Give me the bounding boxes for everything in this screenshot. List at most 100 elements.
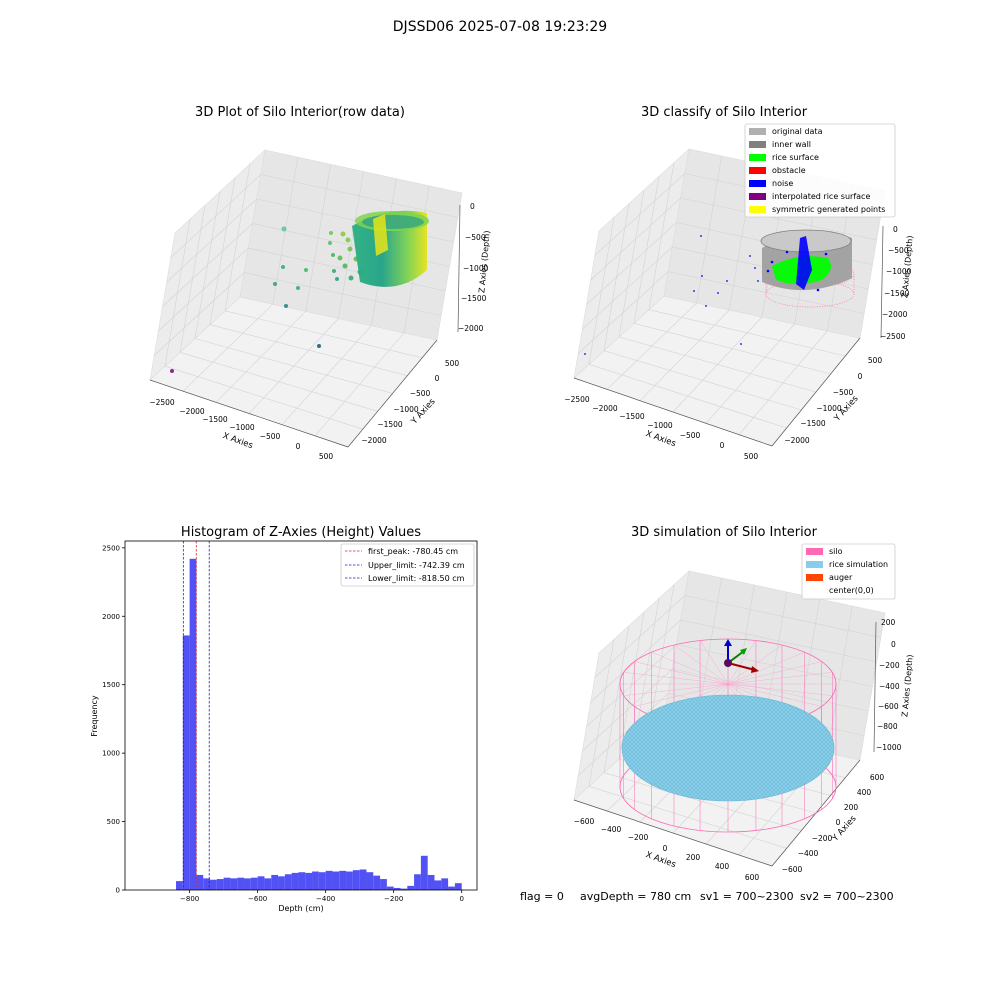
hist-bar bbox=[223, 877, 231, 890]
status-avg-depth: avgDepth = 780 cm bbox=[580, 890, 691, 903]
cls-noise-point bbox=[824, 252, 828, 256]
raw-xtick-0: −2500 bbox=[149, 398, 175, 407]
axes-y-edge bbox=[771, 337, 861, 447]
silo-roof-line bbox=[727, 683, 822, 707]
hist-bar bbox=[291, 872, 299, 890]
silo-roof-line bbox=[623, 672, 729, 685]
cls-noise-point bbox=[700, 235, 702, 237]
raw-ytick-3: −1000 bbox=[393, 405, 419, 414]
cls-legend-label-symmetric: symmetric generated points bbox=[772, 205, 885, 214]
raw-scatter-point bbox=[284, 304, 288, 308]
raw-scatter-point bbox=[281, 226, 287, 232]
hist-bar bbox=[257, 876, 265, 890]
cls-legend-label-inner-wall: inner wall bbox=[772, 140, 811, 149]
cls-ytick-1: 0 bbox=[858, 372, 863, 381]
sim-ztick-1: 0 bbox=[891, 640, 896, 649]
sim-auger-axis-x bbox=[727, 662, 756, 671]
cls-ytick-4: −1500 bbox=[800, 419, 826, 428]
hist-bar bbox=[386, 886, 394, 890]
cls-ztick-2: −1000 bbox=[886, 267, 912, 276]
axes-grid-line bbox=[314, 332, 405, 437]
cls-xtick-1: −2000 bbox=[592, 404, 618, 413]
raw-scatter-point bbox=[348, 275, 354, 281]
sim-ylabel: Y Axies bbox=[830, 813, 859, 844]
raw-scatter-point bbox=[347, 246, 353, 252]
sim-ytick-1: 400 bbox=[857, 788, 872, 797]
cls-legend-label-obstacle: obstacle bbox=[772, 166, 806, 175]
cls-noise-point bbox=[740, 343, 742, 345]
silo-roof-line bbox=[727, 640, 757, 685]
hist-bar bbox=[373, 875, 381, 890]
hist-legend-label-peak: first_peak: -780.45 cm bbox=[368, 547, 458, 556]
silo-roof-line bbox=[727, 651, 805, 685]
sim-ytick-2: 200 bbox=[844, 803, 859, 812]
cls-noise-point bbox=[705, 305, 707, 307]
hist-bar bbox=[278, 876, 285, 890]
sim-auger bbox=[724, 639, 759, 673]
cls-noise-points bbox=[584, 235, 759, 355]
hist-bar bbox=[271, 874, 279, 890]
sim-legend-label-silo: silo bbox=[829, 547, 843, 556]
cls-noise-point bbox=[717, 292, 719, 294]
hist-bar bbox=[434, 880, 442, 890]
raw-ztick-2: −1000 bbox=[463, 264, 489, 273]
cls-legend-swatch-interpolated bbox=[749, 193, 766, 200]
axes-x-edge bbox=[573, 799, 773, 867]
hist-bar bbox=[393, 887, 401, 890]
cls-xtick-0: −2500 bbox=[564, 395, 590, 404]
sim-legend-swatch-silo bbox=[806, 548, 823, 555]
hist-ytick-label: 2000 bbox=[102, 613, 120, 621]
raw-ytick-1: 0 bbox=[435, 374, 440, 383]
sim-ztick-5: −800 bbox=[877, 722, 898, 731]
sim-auger-arrow-x bbox=[751, 666, 759, 673]
raw-xtick-3: −1000 bbox=[229, 423, 255, 432]
sim-xtick-5: 400 bbox=[715, 862, 730, 871]
sim-ytick-6: −600 bbox=[782, 865, 803, 874]
axes-x-edge bbox=[149, 379, 349, 448]
cls-noise-point bbox=[701, 275, 703, 277]
cls-legend-frame bbox=[744, 123, 896, 218]
sim-xtick-3: 0 bbox=[663, 844, 668, 853]
cls-noise-point bbox=[584, 353, 586, 355]
panel-classify-3d: 3D classify of Silo Interior −2500 −2000… bbox=[564, 105, 914, 461]
panel-histogram: Histogram of Z-Axies (Height) Values −80… bbox=[90, 525, 478, 913]
hist-bar bbox=[284, 874, 292, 890]
hist-bar bbox=[380, 879, 387, 890]
panel-raw-title: 3D Plot of Silo Interior(row data) bbox=[195, 105, 405, 120]
cls-noise-point bbox=[816, 288, 820, 292]
status-flag: flag = 0 bbox=[520, 890, 564, 903]
raw-scatter-point bbox=[317, 344, 321, 348]
hist-ylabel: Frequency bbox=[90, 695, 99, 737]
hist-bar bbox=[339, 870, 347, 890]
cls-noise-cluster bbox=[796, 236, 812, 290]
axes-grid-line bbox=[684, 595, 881, 638]
status-line: flag = 0 avgDepth = 780 cm sv1 = 700~230… bbox=[520, 890, 894, 903]
cls-xtick-5: 0 bbox=[720, 441, 725, 450]
sim-legend-label-center: center(0,0) bbox=[829, 586, 874, 595]
raw-xlabel: X Axies bbox=[221, 431, 254, 451]
cls-legend-swatch-obstacle bbox=[749, 167, 766, 174]
hist-bar bbox=[312, 871, 319, 890]
raw-scatter-point bbox=[337, 255, 343, 261]
cls-legend-label-interpolated: interpolated rice surface bbox=[772, 192, 870, 201]
sim-rice-surface bbox=[621, 694, 835, 802]
cls-silo-group bbox=[760, 229, 855, 308]
raw-ytick-2: −500 bbox=[410, 389, 431, 398]
hist-legend: first_peak: -780.45 cm Upper_limit: -742… bbox=[340, 543, 475, 587]
sim-xtick-2: −200 bbox=[628, 833, 649, 842]
raw-ytick-5: −2000 bbox=[361, 436, 387, 445]
axes-grid-line bbox=[594, 173, 686, 256]
sim-ytick-5: −400 bbox=[798, 849, 819, 858]
sim-legend: silo rice simulation auger center(0,0) bbox=[801, 543, 896, 600]
cls-noise-point bbox=[726, 280, 728, 282]
cls-xtick-2: −1500 bbox=[619, 412, 645, 421]
sim-ztick-6: −1000 bbox=[876, 743, 902, 752]
hist-bar bbox=[203, 878, 211, 890]
hist-xtick-label: −600 bbox=[248, 895, 267, 903]
panel-raw-3d: 3D Plot of Silo Interior(row data) −2500… bbox=[149, 105, 491, 461]
axes-z-edge bbox=[457, 204, 461, 333]
sim-legend-label-rice: rice simulation bbox=[829, 560, 888, 569]
hist-xticks: −800 −600 −400 −200 0 bbox=[180, 890, 464, 903]
sim-xtick-4: 200 bbox=[686, 853, 701, 862]
